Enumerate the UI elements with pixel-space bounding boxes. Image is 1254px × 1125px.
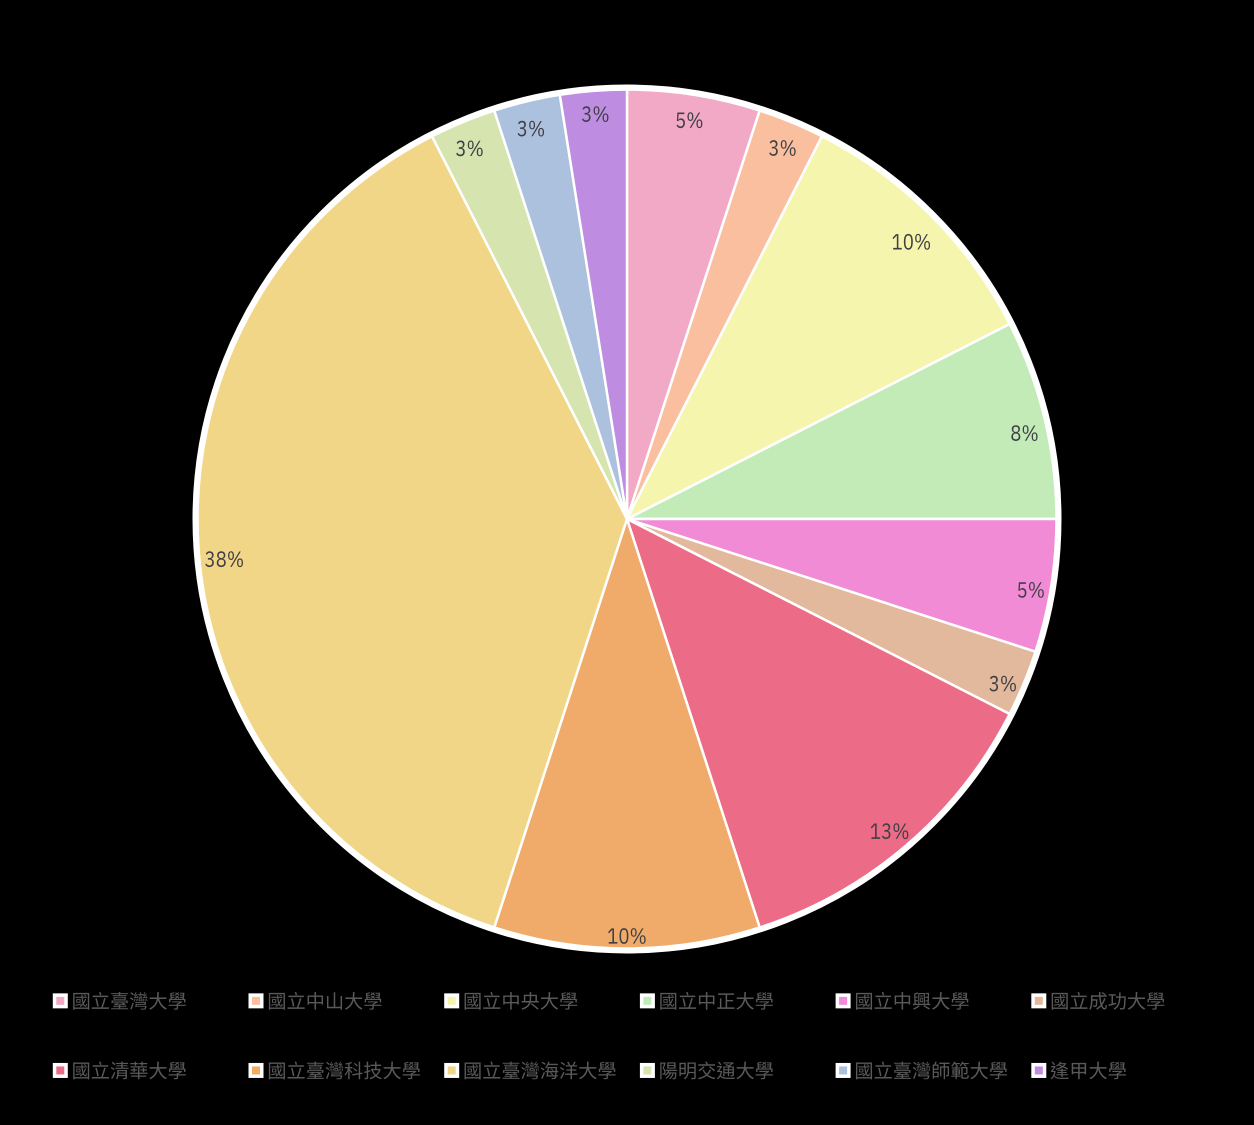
legend-marker-fill xyxy=(1034,1066,1043,1075)
legend-marker-fill xyxy=(56,996,65,1005)
legend-item-label xyxy=(268,991,382,1010)
legend-item-3[interactable]: 國立中正大學 xyxy=(639,991,773,1010)
legend-item-9[interactable]: 陽明交通大學 xyxy=(639,1060,773,1080)
legend-item-label xyxy=(73,991,186,1010)
legend-item-11[interactable]: 逢甲大學 xyxy=(1031,1060,1126,1080)
legend-item-0[interactable]: 國立臺灣大學 xyxy=(52,991,186,1010)
legend-marker-fill xyxy=(252,1066,260,1075)
legend-item-label xyxy=(268,1061,420,1080)
legend-marker-fill xyxy=(643,1066,652,1075)
legend-item-label xyxy=(855,1061,1008,1080)
slice-percent-label xyxy=(870,823,909,840)
legend-marker-fill xyxy=(643,996,652,1005)
legend-item-8[interactable]: 國立臺灣海洋大學 xyxy=(444,1060,616,1080)
legend-item-label xyxy=(660,1061,773,1080)
pie-slice-8[interactable] xyxy=(196,135,629,929)
slice-percent-label xyxy=(676,112,703,129)
legend-item-label xyxy=(1051,991,1165,1010)
slice-percent-label xyxy=(205,551,243,568)
slice-percent-label xyxy=(517,120,545,137)
legend: 國立臺灣大學 國立中山大學 國立中央大學 國立中正大學 國立中興大學 國立成功大學國立清華… xyxy=(52,991,1165,1080)
pie-slice-6[interactable] xyxy=(625,517,1011,929)
legend-marker-fill xyxy=(839,1066,848,1075)
pie-slice-7[interactable] xyxy=(493,517,761,950)
slice-percent-label xyxy=(1011,425,1038,442)
slice-percent-label xyxy=(581,106,609,123)
pie-slice-11[interactable] xyxy=(558,88,629,521)
pie-slice-3[interactable] xyxy=(625,322,1058,521)
legend-item-2[interactable]: 國立中央大學 xyxy=(444,991,578,1010)
legend-marker-fill xyxy=(56,1066,65,1075)
slice-percent-label xyxy=(989,675,1016,692)
legend-item-label xyxy=(73,1061,186,1080)
legend-item-7[interactable]: 國立臺灣科技大學 xyxy=(248,1060,420,1080)
slice-percent-labels: 5%3%10%8%5%3%13%10%38%3%3%3% xyxy=(205,106,1044,944)
pie-outer-ring xyxy=(192,84,1062,954)
legend-item-5[interactable]: 國立成功大學 xyxy=(1031,991,1165,1010)
legend-item-label xyxy=(464,991,578,1010)
legend-item-6[interactable]: 國立清華大學 xyxy=(52,1060,186,1080)
legend-item-label xyxy=(464,1061,616,1080)
legend-item-1[interactable]: 國立中山大學 xyxy=(248,991,382,1010)
legend-item-10[interactable]: 國立臺灣師範大學 xyxy=(835,1060,1008,1080)
slice-percent-label xyxy=(769,140,796,156)
slice-percent-label xyxy=(892,233,931,250)
slice-percent-label xyxy=(608,928,646,944)
legend-item-label xyxy=(660,991,773,1010)
legend-marker-fill xyxy=(1034,996,1043,1005)
slice-percent-label xyxy=(1017,581,1044,598)
legend-item-label xyxy=(855,991,969,1010)
pie-slice-2[interactable] xyxy=(625,135,1011,521)
slice-percent-label xyxy=(456,140,483,157)
legend-marker-fill xyxy=(447,1066,456,1075)
legend-item-label xyxy=(1050,1061,1126,1080)
legend-marker-fill xyxy=(252,996,260,1005)
legend-item-4[interactable]: 國立中興大學 xyxy=(835,991,969,1010)
legend-marker-fill xyxy=(447,996,456,1005)
pie-slices xyxy=(196,88,1058,950)
legend-marker-fill xyxy=(839,996,848,1005)
